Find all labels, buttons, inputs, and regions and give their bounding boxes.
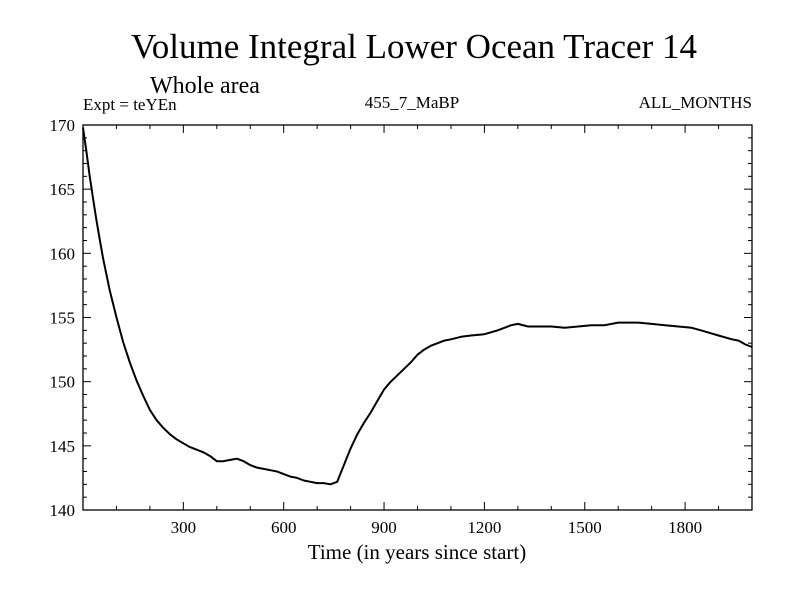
y-tick-label: 145 — [50, 437, 76, 456]
x-axis-label: Time (in years since start) — [308, 540, 527, 564]
series-line — [82, 127, 753, 486]
y-tick-label: 140 — [50, 501, 76, 520]
months-label: ALL_MONTHS — [639, 93, 752, 112]
x-tick-label: 1800 — [668, 518, 702, 537]
x-tick-label: 600 — [271, 518, 297, 537]
chart-subtitle: Whole area — [150, 73, 260, 99]
y-tick-label: 160 — [50, 244, 76, 263]
y-tick-label: 170 — [50, 116, 76, 135]
y-tick-label: 165 — [50, 180, 76, 199]
plot-frame — [82, 124, 753, 511]
run-label: 455_7_MaBP — [365, 93, 459, 112]
x-tick-label: 1500 — [568, 518, 602, 537]
y-tick-label: 155 — [50, 309, 76, 328]
x-tick-label: 300 — [171, 518, 197, 537]
y-axis-ticks: 140 145 150 155 160 165 170 — [50, 116, 752, 520]
y-tick-label: 150 — [50, 373, 76, 392]
expt-label: Expt = teYEn — [83, 95, 177, 114]
x-tick-label: 900 — [371, 518, 397, 537]
x-tick-label: 1200 — [467, 518, 501, 537]
chart-title: Volume Integral Lower Ocean Tracer 14 — [131, 27, 697, 66]
x-axis-ticks: 300 600 900 1200 1500 1800 — [115, 125, 720, 537]
